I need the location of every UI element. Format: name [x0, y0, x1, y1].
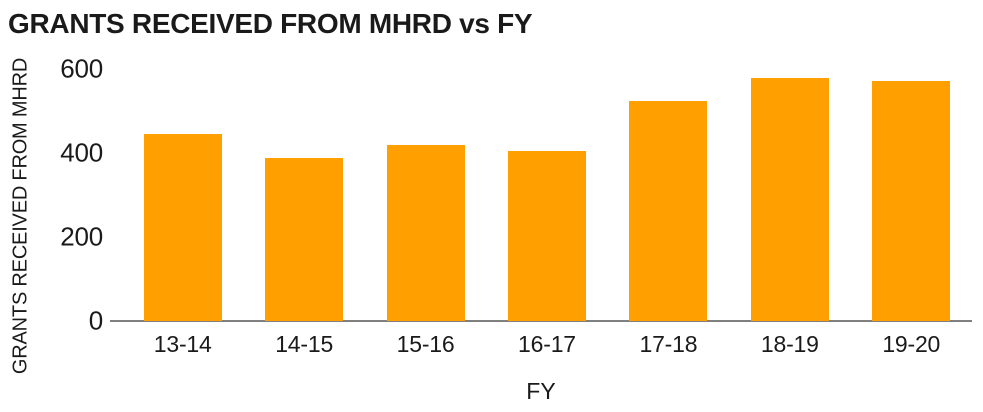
bar-slot: 14-15 — [243, 69, 364, 357]
bars-container: 13-14 14-15 15-16 16-17 17-18 18-19 19-20 — [110, 69, 972, 357]
y-tick-label: 600 — [60, 53, 103, 84]
bar — [386, 144, 465, 321]
bar — [507, 150, 586, 321]
y-tick-label: 200 — [60, 221, 103, 252]
y-tick-label: 400 — [60, 137, 103, 168]
bar-slot: 15-16 — [365, 69, 486, 357]
bar — [629, 101, 708, 321]
x-tick-label: 16-17 — [518, 331, 576, 357]
bar-slot: 17-18 — [608, 69, 729, 357]
x-axis-title: FY — [526, 378, 556, 404]
bar-slot: 18-19 — [729, 69, 850, 357]
bar-slot: 19-20 — [851, 69, 972, 357]
y-axis-title: GRANTS RECEIVED FROM MHRD — [9, 57, 32, 375]
x-tick-label: 19-20 — [882, 331, 941, 357]
bar — [872, 80, 951, 321]
chart-title: GRANTS RECEIVED FROM MHRD vs FY — [8, 8, 533, 39]
x-axis-line — [110, 320, 972, 322]
plot-area: 13-14 14-15 15-16 16-17 17-18 18-19 19-20 0 200… — [60, 54, 972, 357]
y-tick-label: 0 — [88, 305, 103, 336]
bar-slot: 13-14 — [122, 69, 243, 357]
bar-slot: 16-17 — [486, 69, 607, 357]
bar — [750, 78, 829, 321]
x-tick-label: 13-14 — [153, 331, 212, 357]
x-tick-label: 17-18 — [639, 331, 698, 357]
bar — [265, 158, 344, 321]
x-tick-label: 15-16 — [396, 331, 455, 357]
x-tick-label: 18-19 — [760, 331, 819, 357]
x-tick-label: 14-15 — [275, 331, 334, 357]
bar — [143, 133, 222, 321]
